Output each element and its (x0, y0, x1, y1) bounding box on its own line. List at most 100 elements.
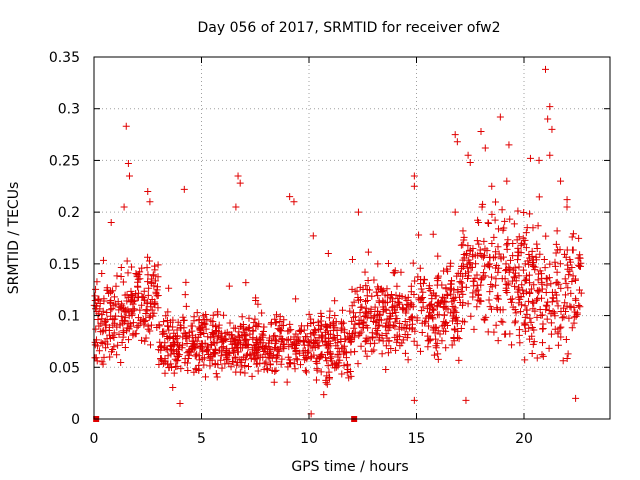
data-point (283, 336, 291, 344)
data-point (211, 348, 219, 356)
data-point (108, 348, 116, 356)
data-point (140, 321, 148, 329)
data-point (410, 396, 418, 404)
data-point (252, 322, 260, 330)
data-point (332, 363, 340, 371)
data-point (207, 317, 215, 325)
data-point (144, 322, 152, 330)
data-point (391, 323, 399, 331)
data-point (232, 336, 240, 344)
data-point (244, 324, 252, 332)
data-point (91, 292, 99, 300)
data-point (253, 360, 261, 368)
data-point (233, 361, 241, 369)
data-point (254, 351, 262, 359)
data-point (436, 300, 444, 308)
data-point (99, 256, 107, 264)
data-point (519, 286, 527, 294)
data-point (547, 280, 555, 288)
data-point (210, 329, 218, 337)
data-point (143, 264, 151, 272)
data-point (325, 368, 333, 376)
data-point (545, 307, 553, 315)
data-point (447, 259, 455, 267)
data-point (286, 320, 294, 328)
data-point (410, 337, 418, 345)
data-point (449, 295, 457, 303)
data-point (395, 299, 403, 307)
data-point (248, 346, 256, 354)
data-point (204, 345, 212, 353)
data-point (147, 303, 155, 311)
data-point (220, 335, 228, 343)
data-point (144, 278, 152, 286)
data-points (90, 65, 585, 422)
data-point (528, 285, 536, 293)
data-point (488, 273, 496, 281)
data-point (179, 316, 187, 324)
data-point (398, 293, 406, 301)
data-point (451, 131, 459, 139)
data-point (118, 302, 126, 310)
data-point (271, 315, 279, 323)
data-point (271, 332, 279, 340)
data-point (457, 287, 465, 295)
data-point (430, 306, 438, 314)
data-point (181, 359, 189, 367)
data-point (243, 340, 251, 348)
data-point (417, 307, 425, 315)
data-point (499, 226, 507, 234)
data-point (575, 286, 583, 294)
data-point (300, 337, 308, 345)
data-point (200, 329, 208, 337)
data-point (355, 321, 363, 329)
data-point (488, 182, 496, 190)
data-point (257, 339, 265, 347)
data-point (310, 326, 318, 334)
data-point (502, 260, 510, 268)
data-point (557, 284, 565, 292)
data-point (326, 307, 334, 315)
data-point (520, 319, 528, 327)
data-point (163, 345, 171, 353)
data-point (450, 337, 458, 345)
data-point (539, 325, 547, 333)
data-point (553, 291, 561, 299)
data-point (362, 321, 370, 329)
data-point (97, 320, 105, 328)
data-point (564, 261, 572, 269)
data-point (122, 122, 130, 130)
data-point (514, 288, 522, 296)
data-point (451, 208, 459, 216)
plot-frame (93, 56, 611, 420)
data-point (401, 349, 409, 357)
data-point (501, 267, 509, 275)
data-point (201, 339, 209, 347)
data-point (182, 302, 190, 310)
data-point (204, 333, 212, 341)
data-point (273, 352, 281, 360)
data-point (499, 253, 507, 261)
data-point (304, 349, 312, 357)
data-point (107, 297, 115, 305)
data-point (175, 351, 183, 359)
data-point (505, 141, 513, 149)
data-point (261, 344, 269, 352)
data-point (129, 331, 137, 339)
data-point (526, 290, 534, 298)
data-point (290, 360, 298, 368)
data-point (417, 276, 425, 284)
data-point (561, 299, 569, 307)
data-point (208, 341, 216, 349)
data-point (384, 292, 392, 300)
data-point (548, 298, 556, 306)
data-point (378, 288, 386, 296)
data-point (356, 309, 364, 317)
data-point (296, 337, 304, 345)
data-point (154, 261, 162, 269)
data-point (220, 311, 228, 319)
data-point (526, 314, 534, 322)
data-point (146, 312, 154, 320)
data-point (199, 346, 207, 354)
data-point (515, 233, 523, 241)
